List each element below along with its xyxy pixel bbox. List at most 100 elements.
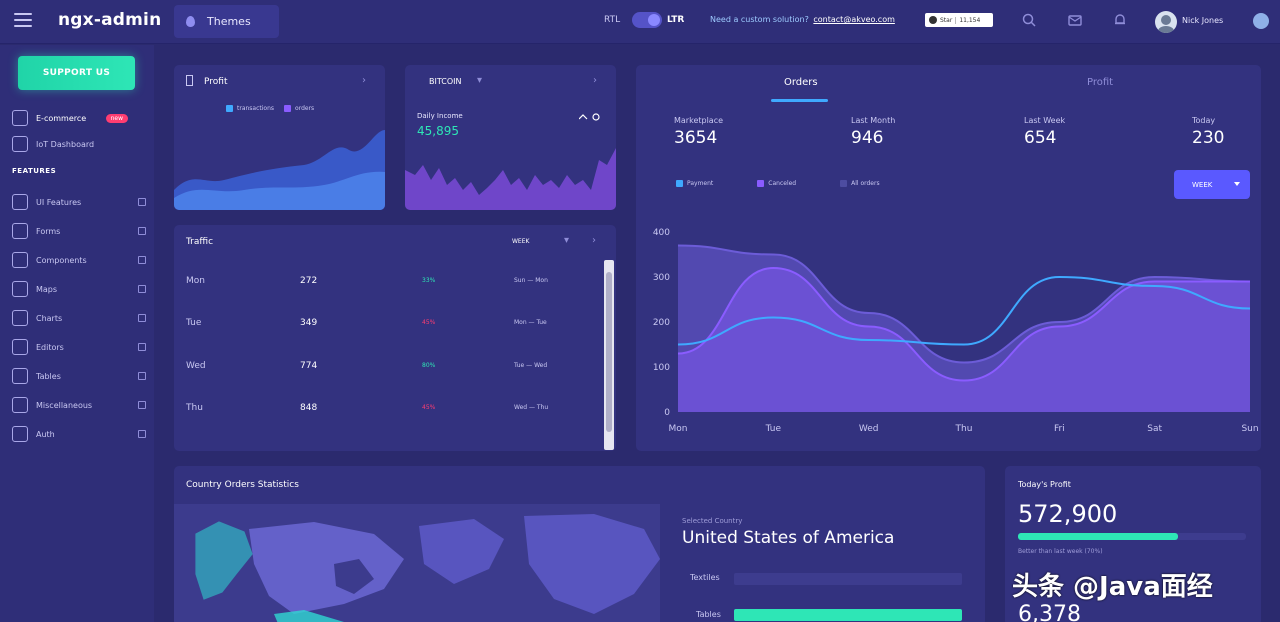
chevron-icon — [138, 372, 146, 380]
y-tick-label: 0 — [664, 408, 670, 418]
legend-swatch — [284, 105, 292, 112]
github-star-button[interactable]: Star 11,154 — [925, 13, 993, 27]
sidebar-item-components[interactable]: Components — [12, 250, 148, 270]
chevron-down-icon[interactable]: ▾ — [564, 235, 570, 246]
stat-value: 654 — [1024, 128, 1057, 148]
day-label: Wed — [186, 361, 206, 371]
country-card: Country Orders Statistics — [174, 466, 985, 622]
profit-legend: transactions orders — [226, 105, 314, 112]
sidebar-item-label: Maps — [36, 284, 58, 294]
app-logo[interactable]: ngx-admin — [58, 10, 162, 30]
search-icon[interactable] — [1021, 12, 1037, 28]
bell-icon[interactable] — [1112, 12, 1128, 28]
sidebar-item-ui-features[interactable]: UI Features — [12, 192, 148, 212]
map-icon — [12, 281, 28, 297]
y-tick-label: 100 — [653, 363, 670, 373]
legend-swatch — [676, 180, 683, 187]
stat-label: Last Month — [851, 116, 896, 125]
lock-icon — [12, 426, 28, 442]
droplet-icon — [186, 16, 195, 27]
y-tick-label: 200 — [653, 318, 670, 328]
more-icon[interactable]: › — [593, 75, 597, 86]
more-icon[interactable]: › — [592, 235, 596, 246]
orders-period-select[interactable]: WEEK — [1174, 170, 1250, 199]
trend-icon — [579, 113, 600, 121]
table-row: Wed 774 80% Tue — Wed — [174, 357, 594, 377]
stat-label: Today — [1192, 116, 1216, 125]
text-icon — [12, 339, 28, 355]
chevron-icon — [138, 430, 146, 438]
profit-card: Profit › transactions orders — [174, 65, 385, 210]
sidebar-item-maps[interactable]: Maps — [12, 279, 148, 299]
sidebar-item-editors[interactable]: Editors — [12, 337, 148, 357]
contact-link[interactable]: contact@akveo.com — [813, 15, 895, 24]
series-area-all-orders — [678, 245, 1250, 412]
sidebar-item-label: Tables — [36, 371, 61, 381]
more-icon[interactable]: › — [362, 75, 366, 86]
sidebar-item-auth[interactable]: Auth — [12, 424, 148, 444]
features-heading: FEATURES — [12, 167, 57, 175]
user-name[interactable]: Nick Jones — [1182, 16, 1224, 25]
legend-label: transactions — [237, 105, 275, 112]
sidebar-item-label: Forms — [36, 226, 61, 236]
legend-swatch — [757, 180, 765, 187]
period-select[interactable]: WEEK — [512, 238, 530, 245]
sidebar-item-charts[interactable]: Charts — [12, 308, 148, 328]
profit-area-chart — [174, 130, 385, 210]
toggle-knob — [648, 14, 660, 26]
world-map[interactable] — [174, 504, 660, 622]
bitcoin-card: BITCOIN ▾ › Daily Income 45,895 — [405, 65, 616, 210]
avatar-body — [1158, 26, 1174, 33]
card-title: Country Orders Statistics — [186, 480, 299, 490]
series-line-all-orders — [677, 244, 1251, 364]
legend-swatch — [226, 105, 233, 112]
github-icon — [929, 16, 937, 24]
sidebar-item-label: UI Features — [36, 197, 82, 207]
active-tab-indicator — [771, 99, 828, 102]
mail-icon[interactable] — [1067, 12, 1083, 28]
home-icon — [12, 136, 28, 152]
orders-period-label: WEEK — [1192, 180, 1213, 189]
direction-toggle[interactable] — [632, 12, 662, 28]
delta-up: 80% — [422, 362, 436, 369]
sidebar-item-iot-dashboard[interactable]: IoT Dashboard — [12, 134, 148, 154]
x-tick-label: Thu — [955, 424, 973, 434]
category-label: Tables — [696, 610, 721, 619]
card-title: Traffic — [186, 237, 214, 247]
legend-label: Payment — [687, 180, 714, 187]
sidebar-item-ecommerce[interactable]: E-commerce new — [12, 108, 148, 128]
edit-icon — [12, 223, 28, 239]
legend-label: orders — [295, 105, 315, 112]
sidebar-item-tables[interactable]: Tables — [12, 366, 148, 386]
day-label: Tue — [186, 318, 202, 328]
stat-value: 3654 — [674, 128, 718, 148]
x-tick-label: Sat — [1147, 424, 1162, 434]
delta-up: 33% — [422, 277, 436, 284]
traffic-scrollbar[interactable] — [604, 260, 614, 450]
sidebar-item-miscellaneous[interactable]: Miscellaneous — [12, 395, 148, 415]
sidebar-item-forms[interactable]: Forms — [12, 221, 148, 241]
traffic-value: 774 — [300, 361, 318, 371]
x-tick-label: Wed — [859, 424, 879, 434]
menu-icon[interactable] — [14, 13, 32, 29]
stat-label: Marketplace — [674, 116, 724, 125]
sidebar-item-label: Editors — [36, 342, 64, 352]
themes-button[interactable]: Themes — [174, 5, 279, 38]
selected-country-label: Selected Country — [682, 517, 743, 525]
support-us-button[interactable]: SUPPORT US — [18, 56, 135, 90]
series-line-payment — [677, 275, 1251, 346]
sidebar-item-label: Auth — [36, 429, 55, 439]
tab-profit[interactable]: Profit — [1087, 77, 1114, 88]
scroll-thumb[interactable] — [606, 272, 612, 432]
traffic-value: 272 — [300, 276, 318, 286]
legend-label: All orders — [851, 180, 880, 187]
chevron-down-icon[interactable]: ▾ — [477, 75, 483, 86]
stat-value: 946 — [851, 128, 884, 148]
avatar[interactable] — [1155, 11, 1177, 33]
promo-text: Need a custom solution? contact@akveo.co… — [710, 15, 895, 24]
profit-progress-fill — [1018, 533, 1178, 540]
promo-question: Need a custom solution? — [710, 15, 809, 24]
orders-legend: Payment Canceled All orders — [676, 180, 880, 187]
tab-orders[interactable]: Orders — [784, 77, 818, 88]
chevron-icon — [138, 198, 146, 206]
